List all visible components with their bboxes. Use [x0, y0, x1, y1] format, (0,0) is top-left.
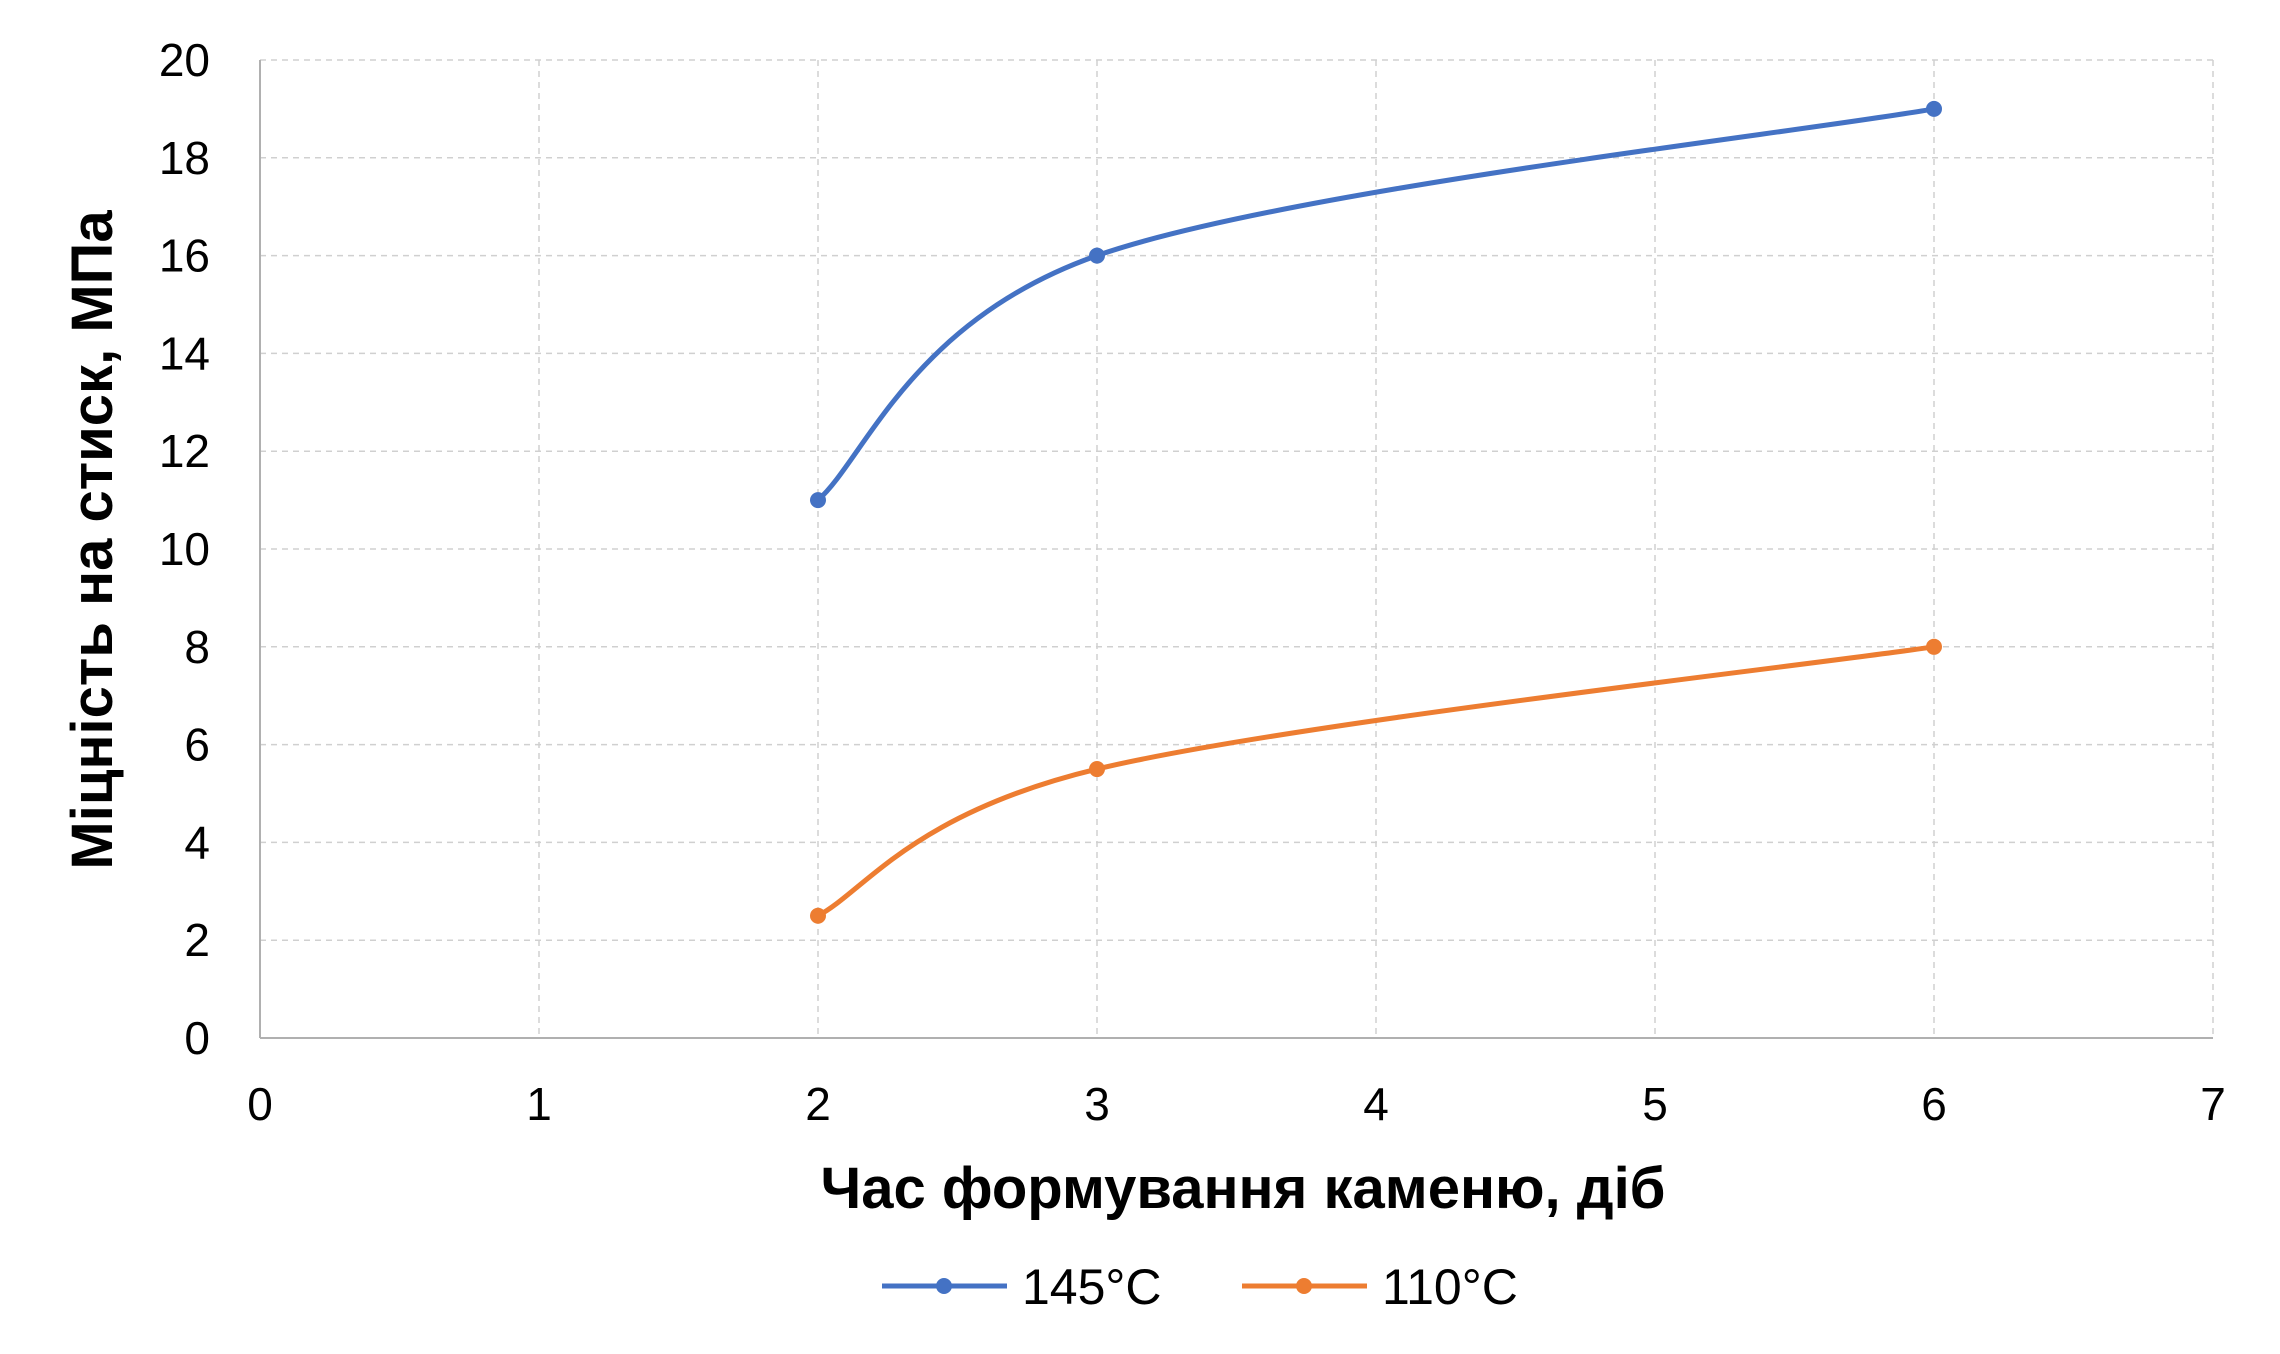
- series-2-line: [815, 644, 1937, 919]
- x-tick-label: 0: [247, 1078, 273, 1130]
- series-1-line: [815, 106, 1937, 503]
- x-tick-label: 1: [526, 1078, 552, 1130]
- y-tick-label: 14: [159, 327, 210, 379]
- y-tick-label: 2: [184, 914, 210, 966]
- y-tick-label: 18: [159, 132, 210, 184]
- series-1-point: [1089, 247, 1105, 264]
- series-1-point: [1926, 100, 1942, 117]
- y-tick-label: 6: [184, 719, 210, 771]
- legend-swatch-marker: [936, 1278, 952, 1294]
- legend-swatch-marker: [1296, 1278, 1312, 1294]
- legend-label: 145°C: [1022, 1259, 1162, 1315]
- series-2-point: [1089, 761, 1105, 778]
- x-tick-label: 5: [1642, 1078, 1668, 1130]
- y-tick-label: 0: [184, 1012, 210, 1064]
- legend-item: 145°C: [882, 1259, 1162, 1315]
- x-tick-label: 4: [1363, 1078, 1389, 1130]
- series-2-point: [1926, 638, 1942, 655]
- legend-item: 110°C: [1242, 1259, 1518, 1315]
- y-tick-label: 20: [159, 34, 210, 86]
- series-2-point: [810, 907, 826, 924]
- series-1-point: [810, 492, 826, 509]
- x-tick-label: 7: [2200, 1078, 2226, 1130]
- y-tick-label: 10: [159, 523, 210, 575]
- y-tick-label: 16: [159, 230, 210, 282]
- y-tick-label: 8: [184, 621, 210, 673]
- axes: [259, 60, 2213, 1039]
- y-tick-label: 12: [159, 425, 210, 477]
- y-tick-label: 4: [184, 816, 210, 868]
- legend-label: 110°C: [1382, 1259, 1518, 1315]
- series: [810, 100, 1942, 924]
- x-tick-label: 3: [1084, 1078, 1110, 1130]
- grid: [260, 59, 2214, 1038]
- x-tick-label: 2: [805, 1078, 831, 1130]
- legend: 145°C 110°C: [882, 1259, 1518, 1315]
- x-axis-title: Час формування каменю, діб: [820, 1156, 1665, 1221]
- x-tick-label: 6: [1921, 1078, 1947, 1130]
- y-axis-title: Міцність на стиск, МПа: [60, 210, 125, 870]
